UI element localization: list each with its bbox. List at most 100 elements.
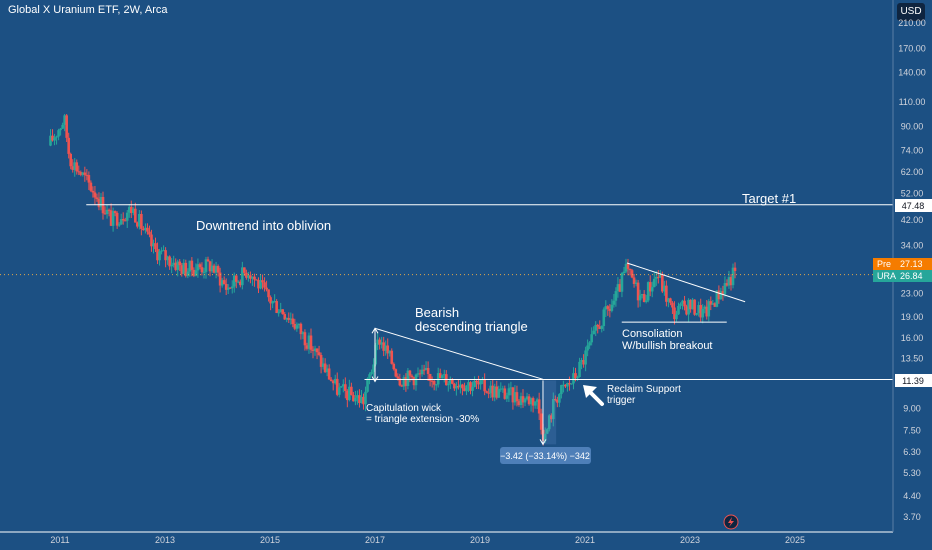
candle-body — [134, 208, 137, 223]
candle-body — [604, 306, 608, 310]
y-tick-label: 34.00 — [901, 241, 924, 251]
candle-body — [457, 386, 460, 388]
candle-body — [636, 282, 640, 301]
candle-body — [299, 323, 303, 335]
y-tick-label: 6.30 — [903, 447, 921, 457]
candle-body — [81, 172, 85, 175]
x-tick-label: 2025 — [785, 535, 805, 545]
candle-body — [527, 396, 531, 405]
candle-body — [166, 256, 169, 261]
candle-body — [77, 171, 81, 173]
candle-body — [564, 384, 567, 387]
candle-body — [67, 137, 70, 154]
candle-body — [525, 396, 529, 400]
candle-body — [309, 335, 313, 350]
candle-body — [148, 231, 151, 235]
x-tick-label: 2021 — [575, 535, 595, 545]
candle-body — [91, 190, 95, 193]
candle-body — [200, 267, 204, 273]
candle-body — [537, 399, 541, 414]
candle-body — [245, 272, 248, 278]
candle-body — [675, 314, 678, 320]
candle-body — [469, 382, 472, 391]
candle-body — [632, 277, 636, 284]
candle-body — [533, 401, 537, 406]
candle-body — [253, 276, 256, 280]
candle-body — [665, 285, 668, 302]
candle-body — [388, 350, 392, 354]
candle-body — [321, 363, 325, 367]
candle-body — [117, 224, 121, 226]
candle-body — [582, 360, 585, 365]
candle-body — [440, 375, 444, 379]
candle-body — [477, 382, 480, 385]
candle-body — [285, 317, 289, 320]
candle-body — [489, 385, 493, 394]
candle-body — [586, 345, 589, 351]
candle-body — [61, 124, 64, 129]
candle-body — [164, 250, 167, 261]
candle-body — [297, 323, 301, 326]
x-tick-label: 2011 — [50, 535, 69, 545]
candle-body — [224, 283, 228, 290]
candle-body — [113, 211, 117, 213]
candle-body — [566, 383, 569, 387]
candles-layer — [49, 113, 737, 446]
candle-body — [73, 162, 77, 170]
candle-body — [519, 396, 523, 406]
x-tick-label: 2019 — [470, 535, 490, 545]
candle-body — [562, 384, 565, 386]
candle-body — [267, 289, 270, 298]
candle-body — [467, 382, 470, 386]
candle-body — [709, 301, 713, 305]
candle-body — [521, 396, 525, 403]
annotation-capitulation-1: Capitulation wick — [366, 403, 442, 414]
candle-body — [55, 136, 58, 138]
candle-body — [461, 384, 464, 389]
candle-body — [428, 373, 432, 381]
candle-body — [329, 379, 333, 382]
candle-body — [434, 384, 438, 386]
candle-body — [287, 317, 291, 320]
measure-box: −3.42 (−33.14%) −342 — [500, 447, 591, 464]
currency-button[interactable]: USD — [897, 3, 925, 21]
candle-body — [198, 264, 202, 268]
candle-body — [729, 277, 733, 286]
candle-body — [667, 298, 670, 302]
candle-body — [572, 373, 575, 384]
candle-body — [259, 280, 262, 289]
candle-body — [446, 383, 450, 386]
chart-title: Global X Uranium ETF, 2W, Arca — [8, 4, 168, 16]
flash-icon[interactable] — [723, 514, 739, 530]
candle-body — [485, 391, 488, 393]
candle-body — [455, 386, 458, 389]
candle-body — [701, 308, 705, 318]
candle-body — [628, 268, 632, 271]
candle-body — [418, 373, 422, 375]
levels-layer — [0, 204, 893, 380]
candle-body — [677, 305, 680, 315]
candle-body — [392, 363, 396, 370]
candle-body — [337, 387, 341, 395]
candle-body — [570, 383, 573, 385]
candle-body — [125, 212, 129, 221]
candle-body — [406, 370, 410, 386]
candle-body — [432, 380, 436, 385]
annotation-downtrend: Downtrend into oblivion — [196, 218, 331, 233]
candle-body — [281, 309, 285, 315]
candle-body — [451, 379, 454, 384]
candle-body — [560, 385, 563, 395]
pre-market-badge: Pre 27.13 — [873, 258, 932, 270]
candle-body — [51, 135, 54, 141]
candle-body — [214, 266, 218, 273]
candle-body — [380, 342, 383, 345]
candle-body — [705, 306, 709, 317]
level-label-support: 11.39 — [902, 376, 924, 386]
y-tick-label: 110.00 — [899, 97, 926, 107]
candle-body — [144, 227, 147, 231]
consolidation-trendline — [626, 262, 746, 303]
candle-body — [156, 249, 159, 261]
candle-body — [503, 388, 507, 399]
candle-body — [382, 342, 385, 351]
